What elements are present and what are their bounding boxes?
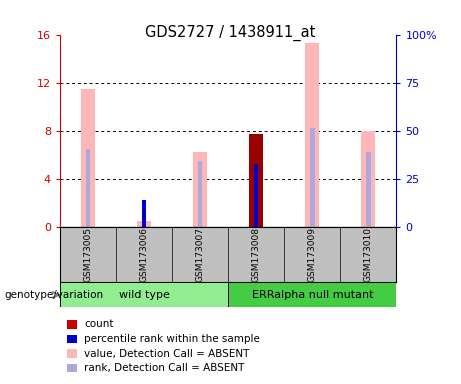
FancyBboxPatch shape: [60, 282, 228, 307]
Text: GSM173006: GSM173006: [140, 227, 148, 282]
Bar: [361, 131, 375, 227]
FancyBboxPatch shape: [228, 282, 396, 307]
Text: GSM173007: GSM173007: [195, 227, 205, 282]
Text: GSM173009: GSM173009: [308, 227, 317, 282]
Text: ERRalpha null mutant: ERRalpha null mutant: [252, 290, 373, 300]
Bar: [198, 161, 202, 227]
Bar: [366, 152, 371, 227]
Bar: [142, 200, 146, 227]
Text: value, Detection Call = ABSENT: value, Detection Call = ABSENT: [84, 349, 249, 359]
Text: wild type: wild type: [118, 290, 170, 300]
Bar: [249, 134, 263, 227]
Bar: [254, 164, 259, 227]
Bar: [305, 43, 319, 227]
Text: GSM173008: GSM173008: [252, 227, 261, 282]
Text: count: count: [84, 319, 113, 329]
Text: GSM173005: GSM173005: [83, 227, 93, 282]
Bar: [81, 89, 95, 227]
Text: GSM173010: GSM173010: [364, 227, 373, 282]
Bar: [137, 220, 151, 227]
Bar: [310, 128, 314, 227]
Bar: [86, 149, 90, 227]
Text: percentile rank within the sample: percentile rank within the sample: [84, 334, 260, 344]
Text: rank, Detection Call = ABSENT: rank, Detection Call = ABSENT: [84, 363, 244, 373]
Bar: [193, 152, 207, 227]
Text: GDS2727 / 1438911_at: GDS2727 / 1438911_at: [145, 25, 316, 41]
Text: genotype/variation: genotype/variation: [5, 290, 104, 300]
